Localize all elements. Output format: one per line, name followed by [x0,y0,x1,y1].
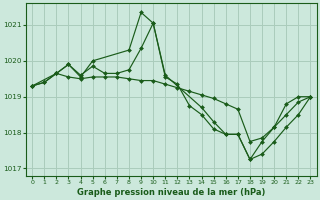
X-axis label: Graphe pression niveau de la mer (hPa): Graphe pression niveau de la mer (hPa) [77,188,266,197]
